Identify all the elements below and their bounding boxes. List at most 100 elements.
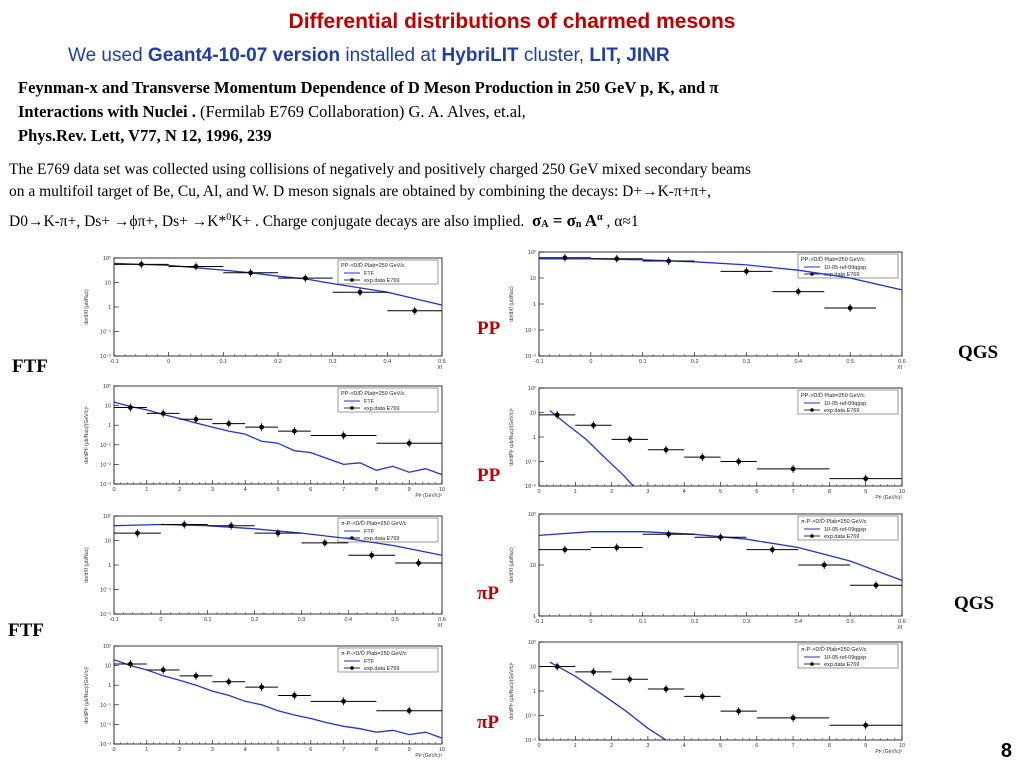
- y-tick-label: 10⁻²: [100, 612, 111, 618]
- y-tick-label: 10⁻¹: [100, 588, 111, 594]
- x-tick-label: 4: [244, 487, 247, 493]
- x-tick-label: 0: [589, 359, 592, 365]
- x-tick-label: 0.6: [438, 617, 446, 623]
- x-tick-label: 0.4: [794, 359, 802, 365]
- y-tick-label: 10²: [528, 250, 536, 256]
- reference-title: Feynman-x and Transverse Momentum Depend…: [18, 78, 719, 97]
- subtitle-post: cluster,: [518, 45, 590, 66]
- legend-title: PP->D/D̄ Plab=250 GeV/c: [801, 256, 865, 263]
- y-tick-label: 10²: [528, 640, 536, 646]
- x-tick-label: 10: [899, 743, 905, 749]
- x-tick-label: 1: [145, 487, 148, 493]
- data-point: [369, 552, 375, 558]
- data-point: [128, 405, 133, 410]
- data-point: [591, 669, 596, 675]
- y-tick-label: 10²: [103, 256, 111, 262]
- alpha-approx: , α≈1: [602, 213, 639, 230]
- model-curve: [549, 410, 634, 487]
- label-ftf-top: FTF: [12, 356, 48, 377]
- x-axis-label: Xf: [437, 365, 442, 370]
- data-point: [128, 661, 133, 667]
- x-tick-label: 8: [375, 487, 378, 493]
- model-curve: [549, 661, 667, 741]
- data-point: [627, 676, 633, 682]
- y-tick-label: 10: [530, 411, 536, 417]
- x-tick-label: 0: [167, 359, 170, 365]
- x-tick-label: 0: [589, 619, 592, 625]
- data-point: [821, 562, 827, 568]
- y-tick-label: 1: [108, 423, 111, 429]
- legend-title: π-P->D/D̄ Plab=250 GeV/c: [801, 646, 867, 653]
- x-tick-label: 0.1: [204, 617, 212, 623]
- data-point: [226, 421, 232, 427]
- y-tick-label: 10⁻¹: [525, 328, 536, 334]
- legend-model-label: FTF: [364, 271, 375, 277]
- x-tick-label: 0.1: [639, 619, 647, 625]
- legend-data-marker: [350, 666, 354, 670]
- plot-qgs-pp-xf: -0.1 0 0.1 0.2 0.3 0.4 0.5 0.6 10⁻² 10⁻¹ 1 10 10² Xf d…: [509, 250, 906, 370]
- x-tick-label: 6: [309, 487, 312, 493]
- x-tick-label: 5: [719, 743, 722, 749]
- y-axis-label: dσ/dPt² (μb/Nuc)/(GeV/c)²: [509, 662, 515, 720]
- reference-authors: (Fermilab E769 Collaboration) G. A. Alve…: [195, 102, 526, 121]
- x-tick-label: 9: [408, 747, 411, 753]
- x-tick-label: 0.3: [298, 617, 306, 623]
- x-tick-label: 1: [574, 743, 577, 749]
- x-axis-label: Xf: [437, 623, 442, 628]
- y-tick-label: 10: [105, 281, 111, 287]
- x-tick-label: 0.3: [743, 619, 751, 625]
- x-tick-label: 2: [178, 747, 181, 753]
- legend-data-marker: [810, 662, 814, 666]
- legend-data-label: exp.data E769: [824, 272, 859, 278]
- x-tick-label: -0.1: [109, 359, 118, 365]
- reference-title-end: Interactions with Nuclei .: [18, 102, 196, 121]
- data-point: [718, 534, 723, 540]
- data-point: [562, 255, 568, 261]
- data-point: [554, 664, 560, 669]
- x-tick-label: 8: [375, 747, 378, 753]
- y-tick-label: 10⁻³: [100, 482, 111, 488]
- data-point: [259, 684, 264, 690]
- x-tick-label: 7: [792, 743, 795, 749]
- x-tick-label: 2: [610, 489, 613, 495]
- y-axis-label: dσ/dPt² (μb/Nuc)/(GeV/c)²: [84, 666, 90, 724]
- x-tick-label: 0: [159, 617, 162, 623]
- x-tick-label: 0.2: [274, 359, 282, 365]
- y-tick-label: 10⁻³: [100, 742, 111, 748]
- x-tick-label: -0.1: [534, 619, 543, 625]
- subtitle-cluster: HybriLIT: [441, 45, 519, 66]
- legend-data-label: exp.data E769: [824, 534, 859, 540]
- y-tick-label: 1: [533, 614, 536, 620]
- y-tick-label: 10: [530, 563, 536, 569]
- x-tick-label: 0: [537, 489, 540, 495]
- x-tick-label: 3: [211, 487, 214, 493]
- alpha-sup: α: [597, 212, 603, 223]
- x-tick-label: 7: [792, 489, 795, 495]
- plot-ftf-pip-xf: -0.1 0 0.1 0.2 0.3 0.4 0.5 0.6 10⁻² 10⁻¹ 1 10 10² Xf d…: [84, 514, 446, 628]
- x-tick-label: 2: [610, 743, 613, 749]
- x-tick-label: 9: [864, 743, 867, 749]
- data-point: [193, 416, 199, 422]
- x-tick-label: 5: [276, 487, 279, 493]
- page-number: 8: [1000, 740, 1012, 762]
- y-tick-label: 10²: [103, 644, 111, 650]
- plot-ftf-pp-pt: 0 1 2 3 4 5 6 7 8 9 10 10⁻³ 10⁻² 10⁻¹ 1 10 10² Pt² (GeV/c…: [84, 384, 445, 498]
- legend-data-label: exp.data E769: [364, 406, 399, 412]
- x-tick-label: 0.4: [384, 359, 392, 365]
- x-tick-label: 0.2: [691, 359, 699, 365]
- data-point: [863, 722, 869, 728]
- x-tick-label: 4: [244, 747, 247, 753]
- x-tick-label: 3: [646, 489, 649, 495]
- x-tick-label: 5: [719, 489, 722, 495]
- x-axis-label: Pt² (GeV/c)²: [875, 495, 902, 500]
- x-tick-label: 1: [145, 747, 148, 753]
- data-point: [847, 305, 853, 311]
- legend-data-marker: [350, 406, 354, 410]
- data-point: [341, 698, 346, 704]
- legend-data-label: exp.data E769: [364, 666, 399, 672]
- x-tick-label: 10: [439, 747, 445, 753]
- x-tick-label: 8: [828, 743, 831, 749]
- y-axis-label: dσ/dPt² (μb/Nuc)/(GeV/c)²: [84, 406, 90, 464]
- description-line3: D0→K-π+, Ds+ →ϕπ+, Ds+ →K*0K+ . Charge c…: [9, 207, 1019, 236]
- x-tick-label: 10: [439, 487, 445, 493]
